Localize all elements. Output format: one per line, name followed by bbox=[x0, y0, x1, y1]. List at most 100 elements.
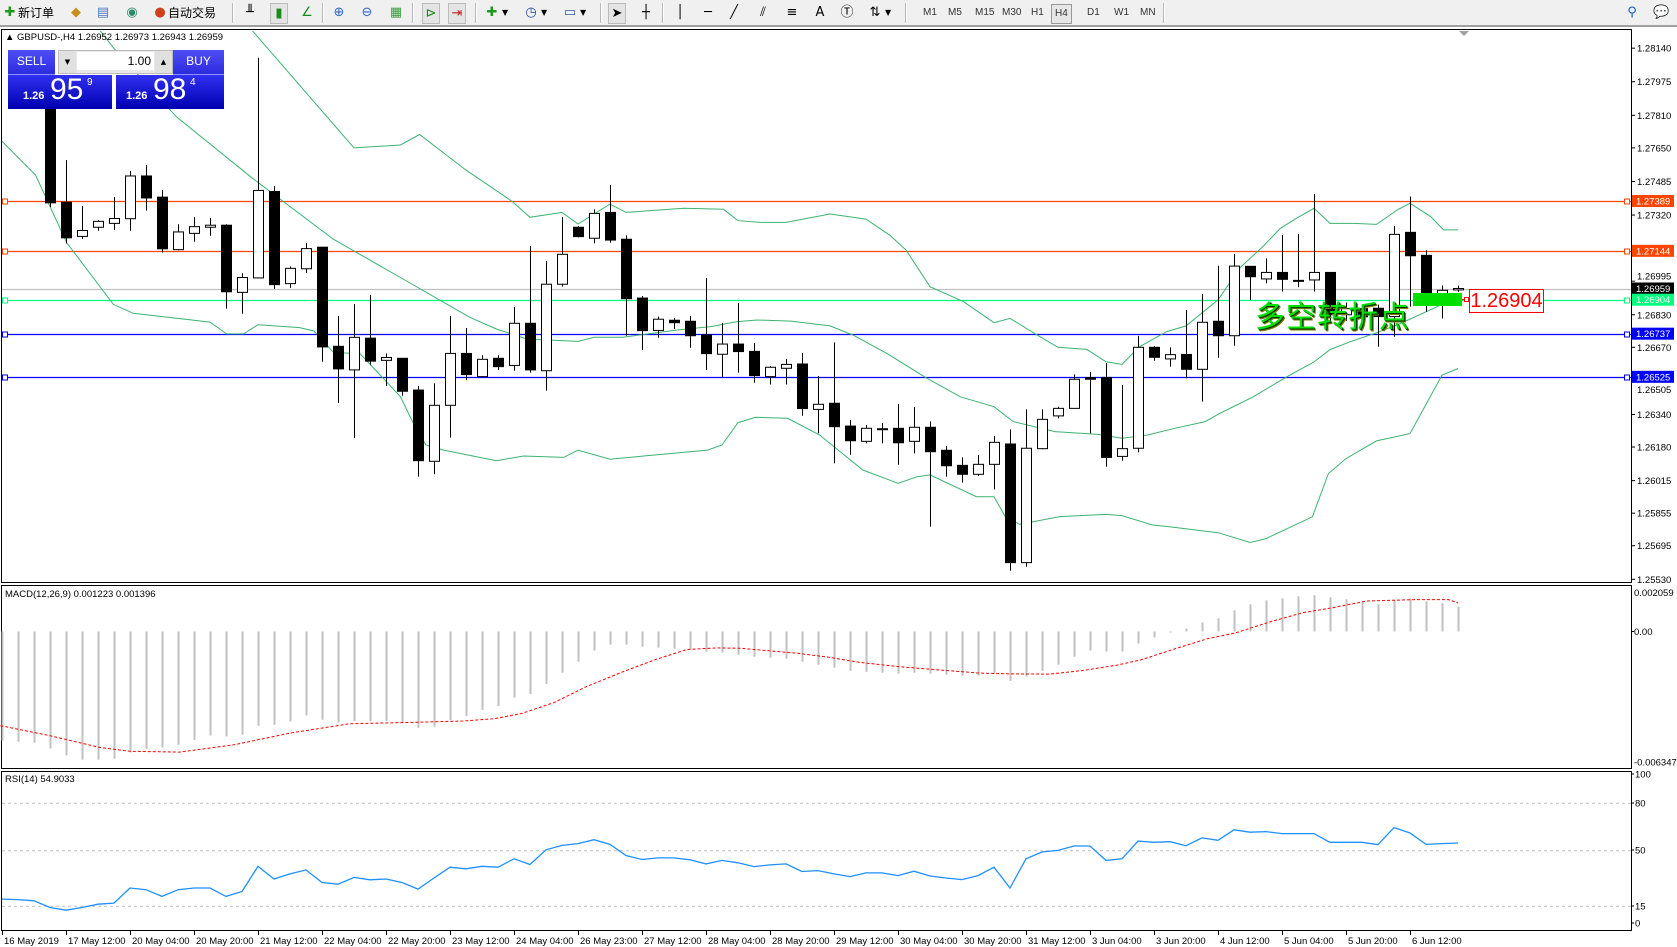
timeframe-m5[interactable]: M5 bbox=[948, 7, 962, 18]
candle[interactable] bbox=[845, 419, 856, 455]
candle[interactable] bbox=[813, 376, 824, 434]
candle[interactable] bbox=[637, 296, 648, 350]
candle[interactable] bbox=[525, 245, 536, 373]
candle[interactable] bbox=[1325, 271, 1336, 323]
candle[interactable] bbox=[477, 355, 488, 378]
candle[interactable] bbox=[173, 224, 184, 251]
candle[interactable] bbox=[493, 355, 504, 370]
candle[interactable] bbox=[861, 425, 872, 444]
lot-size-input[interactable] bbox=[77, 52, 154, 70]
sell-button[interactable]: SELL bbox=[8, 50, 55, 75]
candle[interactable] bbox=[1357, 304, 1368, 323]
text-label-button[interactable]: Ⓣ bbox=[839, 3, 855, 22]
candle[interactable] bbox=[61, 160, 72, 244]
templates-button[interactable]: ▭ ▼ bbox=[562, 3, 586, 22]
candle[interactable] bbox=[1165, 347, 1176, 367]
highlight-rectangle[interactable] bbox=[1413, 293, 1462, 306]
candle[interactable] bbox=[205, 218, 216, 236]
timeframe-d1[interactable]: D1 bbox=[1087, 7, 1100, 18]
candle[interactable] bbox=[797, 353, 808, 416]
candle[interactable] bbox=[765, 366, 776, 385]
price-label-annotation[interactable]: 1.26904 bbox=[1469, 289, 1544, 313]
candle[interactable] bbox=[1261, 258, 1272, 284]
candle[interactable] bbox=[749, 343, 760, 383]
candle[interactable] bbox=[653, 316, 664, 338]
line-handle-left[interactable] bbox=[2, 374, 8, 381]
candle[interactable] bbox=[365, 294, 376, 365]
candle[interactable] bbox=[941, 446, 952, 477]
candle[interactable] bbox=[717, 322, 728, 378]
candle[interactable] bbox=[557, 217, 568, 287]
candle[interactable] bbox=[877, 423, 888, 444]
candle[interactable] bbox=[1037, 409, 1048, 450]
arrows-button[interactable]: ⇅ ▼ bbox=[867, 3, 892, 22]
lot-increase-button[interactable]: ▲ bbox=[155, 51, 172, 73]
chart-shift-marker-icon[interactable] bbox=[1459, 31, 1469, 36]
auto-trading-button[interactable]: ● 自动交易 bbox=[152, 3, 216, 22]
buy-button[interactable]: BUY bbox=[173, 50, 224, 75]
candle[interactable] bbox=[509, 307, 520, 371]
candle[interactable] bbox=[1005, 429, 1016, 571]
line-handle-left[interactable] bbox=[2, 248, 8, 255]
candle[interactable] bbox=[141, 164, 152, 211]
candle[interactable] bbox=[701, 277, 712, 370]
new-order-button[interactable]: ✚ 新订单 bbox=[2, 3, 54, 22]
chat-button[interactable]: 💬 bbox=[1653, 3, 1669, 22]
candle[interactable] bbox=[1309, 193, 1320, 292]
timeframe-w1[interactable]: W1 bbox=[1114, 7, 1129, 18]
timeframe-h1[interactable]: H1 bbox=[1031, 7, 1044, 18]
candle[interactable] bbox=[1117, 384, 1128, 461]
timeframe-h4[interactable]: H4 bbox=[1051, 4, 1072, 24]
main-pane[interactable] bbox=[1, 29, 1632, 583]
candle[interactable] bbox=[1453, 285, 1464, 292]
candle[interactable] bbox=[1053, 406, 1064, 419]
timeframe-m15[interactable]: M15 bbox=[975, 7, 995, 18]
candle[interactable] bbox=[573, 226, 584, 238]
candle[interactable] bbox=[157, 190, 168, 253]
history-center-button[interactable]: ◆ bbox=[68, 3, 84, 22]
candle[interactable] bbox=[1389, 226, 1400, 337]
line-handle-right[interactable] bbox=[1624, 297, 1630, 304]
candle[interactable] bbox=[781, 358, 792, 385]
candle[interactable] bbox=[605, 184, 616, 243]
macd-pane[interactable] bbox=[1, 585, 1632, 769]
candle[interactable] bbox=[445, 315, 456, 438]
candle[interactable] bbox=[1181, 310, 1192, 379]
candle[interactable] bbox=[269, 186, 280, 289]
candle[interactable] bbox=[1101, 362, 1112, 467]
candle[interactable] bbox=[1069, 374, 1080, 409]
candle[interactable] bbox=[189, 217, 200, 242]
candle[interactable] bbox=[541, 261, 552, 391]
candlestick-button[interactable]: ▮ bbox=[270, 3, 288, 24]
line-handle-right[interactable] bbox=[1624, 198, 1630, 205]
autoscroll-button[interactable]: ⇥ bbox=[448, 3, 466, 24]
candle[interactable] bbox=[1293, 233, 1304, 288]
candle[interactable] bbox=[1405, 196, 1416, 307]
line-handle-right[interactable] bbox=[1624, 248, 1630, 255]
timeframe-m1[interactable]: M1 bbox=[923, 7, 937, 18]
text-button[interactable]: A bbox=[812, 3, 828, 22]
signals-button[interactable]: ◉ bbox=[124, 3, 140, 22]
candle[interactable] bbox=[1021, 409, 1032, 567]
candle[interactable] bbox=[93, 220, 104, 231]
indicators-button[interactable]: ✚ ▼ bbox=[484, 3, 509, 22]
candle[interactable] bbox=[621, 235, 632, 336]
line-chart-button[interactable]: ∠ bbox=[299, 3, 315, 22]
candle[interactable] bbox=[1229, 254, 1240, 346]
candle[interactable] bbox=[893, 404, 904, 465]
candle[interactable] bbox=[349, 304, 360, 438]
search-button[interactable]: ⚲ bbox=[1624, 3, 1640, 22]
candle[interactable] bbox=[1373, 304, 1384, 347]
candle[interactable] bbox=[1341, 302, 1352, 321]
candle[interactable] bbox=[237, 273, 248, 314]
candle[interactable] bbox=[253, 57, 264, 279]
candle[interactable] bbox=[221, 224, 232, 309]
candle[interactable] bbox=[1277, 234, 1288, 292]
line-handle-left[interactable] bbox=[2, 198, 8, 205]
candle[interactable] bbox=[1133, 335, 1144, 453]
candle[interactable] bbox=[413, 385, 424, 477]
trendline-button[interactable]: ╱ bbox=[726, 3, 742, 22]
cursor-button[interactable]: ➤ bbox=[608, 3, 626, 24]
line-handle-left[interactable] bbox=[2, 331, 8, 338]
